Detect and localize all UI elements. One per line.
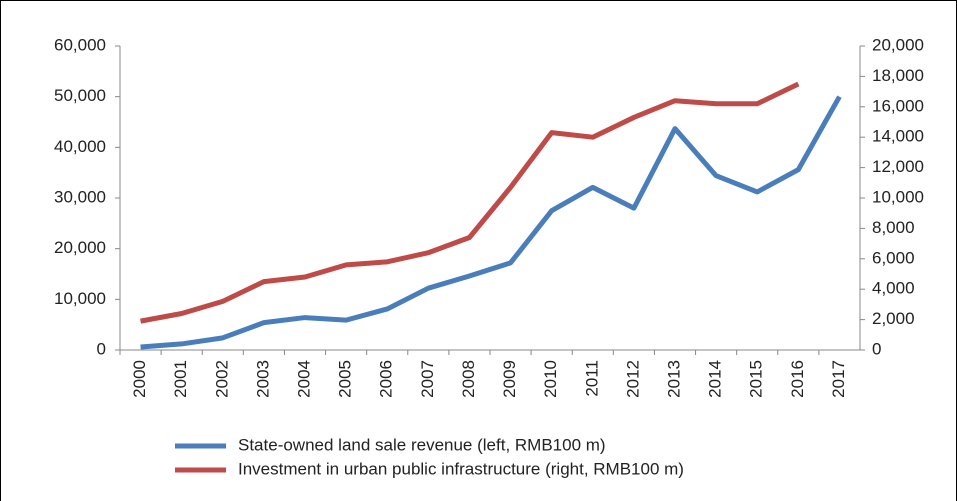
y2-tick-label: 0 — [872, 339, 881, 358]
y-tick-label: 40,000 — [54, 137, 106, 156]
x-tick-label: 2013 — [664, 360, 683, 398]
x-tick-label: 2014 — [706, 360, 725, 398]
x-tick-label: 2011 — [582, 360, 601, 397]
y-tick-label: 60,000 — [54, 35, 106, 54]
series-line — [140, 81, 800, 324]
y-tick-label: 20,000 — [54, 238, 106, 257]
x-tick-label: 2000 — [130, 360, 149, 398]
x-tick-label: 2005 — [336, 360, 355, 398]
x-tick-label: 2012 — [623, 360, 642, 398]
y2-tick-label: 12,000 — [872, 157, 924, 176]
y-tick-label: 10,000 — [54, 289, 106, 308]
legend-label: State-owned land sale revenue (left, RMB… — [238, 435, 606, 454]
y2-tick-label: 4,000 — [872, 279, 915, 298]
x-tick-label: 2009 — [500, 360, 519, 398]
x-tick-label: 2006 — [377, 360, 396, 398]
x-tick-label: 2017 — [829, 360, 848, 398]
x-tick-label: 2016 — [788, 360, 807, 398]
y2-tick-label: 6,000 — [872, 248, 915, 267]
y2-tick-label: 10,000 — [872, 187, 924, 206]
y-tick-label: 30,000 — [54, 187, 106, 206]
x-tick-label: 2015 — [747, 360, 766, 398]
y2-tick-label: 8,000 — [872, 218, 915, 237]
x-tick-label: 2008 — [459, 360, 478, 398]
x-tick-label: 2001 — [171, 360, 190, 398]
y2-tick-label: 18,000 — [872, 66, 924, 85]
x-tick-label: 2003 — [253, 360, 272, 398]
x-tick-label: 2002 — [212, 360, 231, 398]
x-tick-label: 2007 — [418, 360, 437, 398]
y2-tick-label: 2,000 — [872, 309, 915, 328]
legend-label: Investment in urban public infrastructur… — [238, 459, 684, 478]
x-tick-label: 2010 — [541, 360, 560, 398]
series-line — [140, 95, 842, 350]
y2-tick-label: 20,000 — [872, 35, 924, 54]
y2-tick-label: 16,000 — [872, 96, 924, 115]
y2-tick-label: 14,000 — [872, 127, 924, 146]
x-tick-label: 2004 — [294, 360, 313, 398]
y-tick-label: 50,000 — [54, 86, 106, 105]
y-tick-label: 0 — [97, 339, 106, 358]
